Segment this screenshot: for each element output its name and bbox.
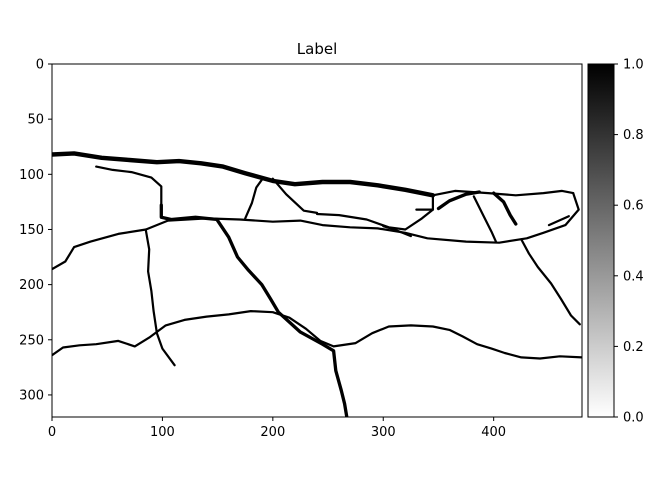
heatmap-background [52,64,582,417]
crack-segment [547,215,570,227]
y-axis: 0 50 100 150 200 250 300 [19,58,52,403]
crack-segment [244,178,263,220]
crack-segment [52,151,436,198]
y-tick-label: 250 [19,333,44,348]
colorbar-tick-label: 1.0 [623,58,644,73]
crack-layer [52,151,582,417]
crack-segment [492,191,518,226]
crack-segment [382,225,413,238]
x-tick-label: 100 [150,425,175,440]
x-tick-label: 400 [481,425,506,440]
y-tick-label: 50 [27,113,44,128]
x-axis: 0 100 200 300 400 [48,417,506,440]
colorbar-ticks: 0.0 0.2 0.4 0.6 0.8 1.0 [614,58,644,426]
crack-segment [52,309,582,360]
crack-segment [215,218,349,417]
y-tick-label: 200 [19,278,44,293]
colorbar-tick-label: 0.4 [623,269,644,284]
crack-segment [436,190,481,211]
crack-segment [159,203,220,222]
plot-frame [51,63,583,418]
x-tick-label: 300 [371,425,396,440]
colorbar-tick-label: 0.2 [623,340,644,355]
crack-segment [52,191,580,271]
colorbar-frame [587,63,615,418]
y-tick-label: 0 [36,58,44,73]
y-tick-label: 300 [19,388,44,403]
colorbar-tick-label: 0.6 [623,199,644,214]
heatmap-image [52,64,582,417]
chart-title: Label [297,40,337,58]
crack-segment [472,195,498,243]
colorbar-gradient [588,64,614,417]
x-tick-label: 200 [260,425,285,440]
crack-segment [95,165,163,207]
crack-segment [315,195,435,231]
crack-segment [271,177,319,215]
colorbar-tick-label: 0.0 [623,411,644,426]
colorbar: 0.0 0.2 0.4 0.6 0.8 1.0 [587,58,644,426]
crack-segment [520,238,581,326]
x-tick-label: 0 [48,425,56,440]
crack-segment [144,229,176,367]
colorbar-tick-label: 0.8 [623,128,644,143]
y-tick-label: 100 [19,168,44,183]
crack-segment [431,189,575,197]
y-tick-label: 150 [19,223,44,238]
